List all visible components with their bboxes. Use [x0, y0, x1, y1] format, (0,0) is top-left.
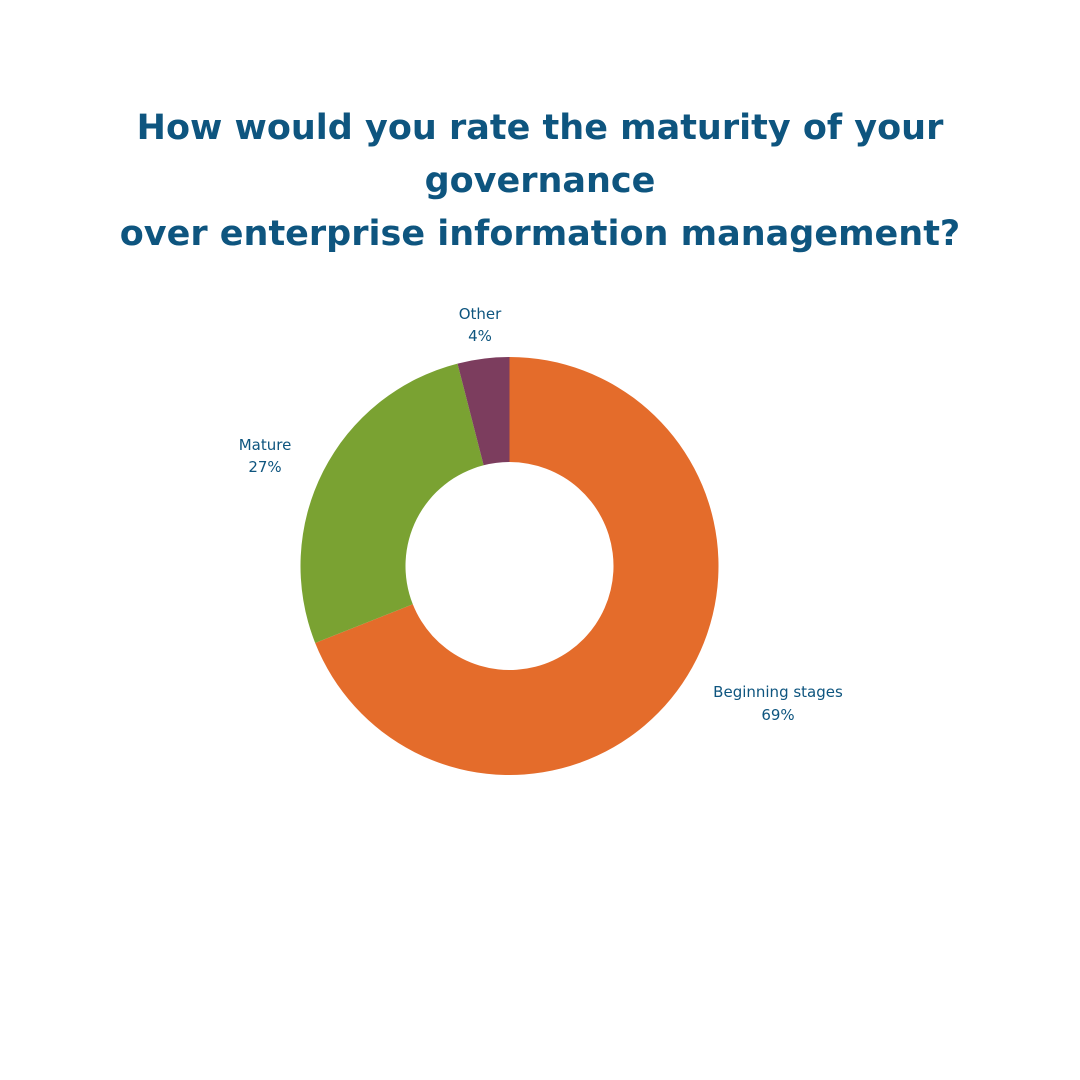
slice-value-other: 4% — [468, 327, 492, 345]
slice-value-mature: 27% — [248, 458, 281, 476]
chart-title: How would you rate the maturity of your … — [20, 102, 1060, 261]
slice-value-beginning-stages: 69% — [761, 706, 794, 724]
chart-title-line-2: over enterprise information management? — [119, 214, 961, 254]
chart-title-line-1: How would you rate the maturity of your … — [136, 108, 944, 201]
slice-label-mature: Mature — [239, 436, 292, 454]
donut-slice-beginning-stages — [315, 357, 719, 775]
donut-slice-other — [457, 357, 510, 466]
donut-slice-mature — [300, 363, 484, 643]
slice-label-beginning-stages: Beginning stages — [713, 683, 843, 701]
slice-label-other: Other — [459, 305, 502, 323]
